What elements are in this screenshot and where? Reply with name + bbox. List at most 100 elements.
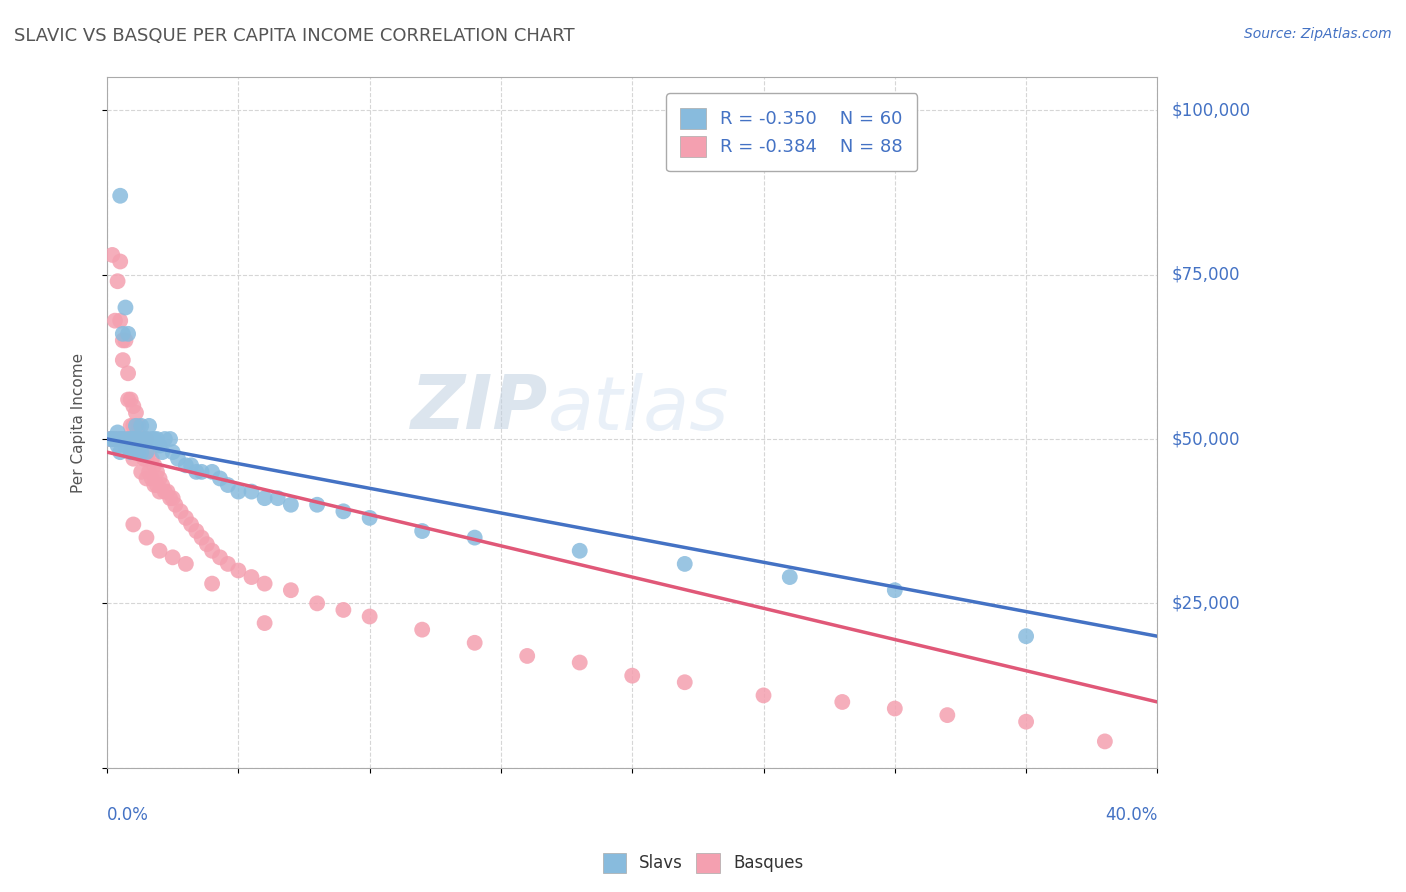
Point <box>359 511 381 525</box>
Point <box>108 314 131 328</box>
Point <box>101 432 124 446</box>
Point <box>332 603 354 617</box>
Point <box>122 451 145 466</box>
Point <box>117 392 139 407</box>
Point <box>228 564 250 578</box>
Point <box>146 432 169 446</box>
Point <box>122 432 145 446</box>
Point <box>117 366 139 380</box>
Point <box>132 451 155 466</box>
Point <box>673 557 696 571</box>
Point <box>141 432 163 446</box>
Point <box>150 478 173 492</box>
Point <box>162 491 184 505</box>
Point <box>332 504 354 518</box>
Point <box>107 425 129 440</box>
Point <box>936 708 959 723</box>
Point <box>111 432 134 446</box>
Point <box>122 445 145 459</box>
Point <box>149 439 172 453</box>
Text: 40.0%: 40.0% <box>1105 805 1157 823</box>
Point <box>135 531 157 545</box>
Point <box>98 432 121 446</box>
Point <box>138 445 160 459</box>
Point <box>107 274 129 288</box>
Point <box>108 188 131 202</box>
Point <box>159 432 181 446</box>
Text: ZIP: ZIP <box>411 372 548 445</box>
Point <box>195 537 218 551</box>
Text: SLAVIC VS BASQUE PER CAPITA INCOME CORRELATION CHART: SLAVIC VS BASQUE PER CAPITA INCOME CORRE… <box>14 27 575 45</box>
Point <box>253 616 276 631</box>
Point <box>128 432 150 446</box>
Point <box>156 484 179 499</box>
Point <box>411 524 433 538</box>
Point <box>108 432 131 446</box>
Point <box>174 511 197 525</box>
Point <box>180 517 202 532</box>
Point <box>129 432 152 446</box>
Point <box>111 432 134 446</box>
Point <box>101 432 124 446</box>
Point <box>135 451 157 466</box>
Point <box>146 478 169 492</box>
Point <box>108 254 131 268</box>
Point <box>162 550 184 565</box>
Point <box>114 301 136 315</box>
Point <box>464 636 486 650</box>
Point <box>217 557 239 571</box>
Point <box>132 432 155 446</box>
Point <box>120 445 142 459</box>
Text: $25,000: $25,000 <box>1171 594 1240 612</box>
Point <box>128 445 150 459</box>
Point <box>779 570 801 584</box>
Point <box>883 583 905 598</box>
Point <box>141 451 163 466</box>
Point <box>129 465 152 479</box>
Point <box>568 656 591 670</box>
Text: $100,000: $100,000 <box>1171 102 1250 120</box>
Point <box>104 432 127 446</box>
Point <box>180 458 202 473</box>
Point <box>307 498 329 512</box>
Legend: Slavs, Basques: Slavs, Basques <box>596 847 810 880</box>
Point <box>201 576 224 591</box>
Point <box>120 445 142 459</box>
Point <box>153 484 176 499</box>
Point <box>129 445 152 459</box>
Point <box>111 334 134 348</box>
Point <box>132 432 155 446</box>
Point <box>162 445 184 459</box>
Point <box>141 471 163 485</box>
Point <box>149 543 172 558</box>
Point <box>104 432 127 446</box>
Point <box>135 432 157 446</box>
Point <box>883 701 905 715</box>
Point <box>167 451 190 466</box>
Point <box>1015 629 1038 643</box>
Point <box>359 609 381 624</box>
Point <box>217 478 239 492</box>
Point <box>267 491 290 505</box>
Point <box>125 418 148 433</box>
Point <box>201 543 224 558</box>
Point <box>135 432 157 446</box>
Point <box>568 543 591 558</box>
Point <box>120 392 142 407</box>
Point <box>129 445 152 459</box>
Point <box>120 418 142 433</box>
Point <box>165 498 187 512</box>
Point <box>516 648 538 663</box>
Text: atlas: atlas <box>548 373 730 445</box>
Point <box>143 432 166 446</box>
Point <box>120 432 142 446</box>
Point <box>122 432 145 446</box>
Point <box>1015 714 1038 729</box>
Legend: R = -0.350    N = 60, R = -0.384    N = 88: R = -0.350 N = 60, R = -0.384 N = 88 <box>666 94 917 171</box>
Point <box>104 314 127 328</box>
Point <box>190 531 212 545</box>
Point <box>174 557 197 571</box>
Point <box>186 524 208 538</box>
Text: $50,000: $50,000 <box>1171 430 1240 448</box>
Point <box>280 498 302 512</box>
